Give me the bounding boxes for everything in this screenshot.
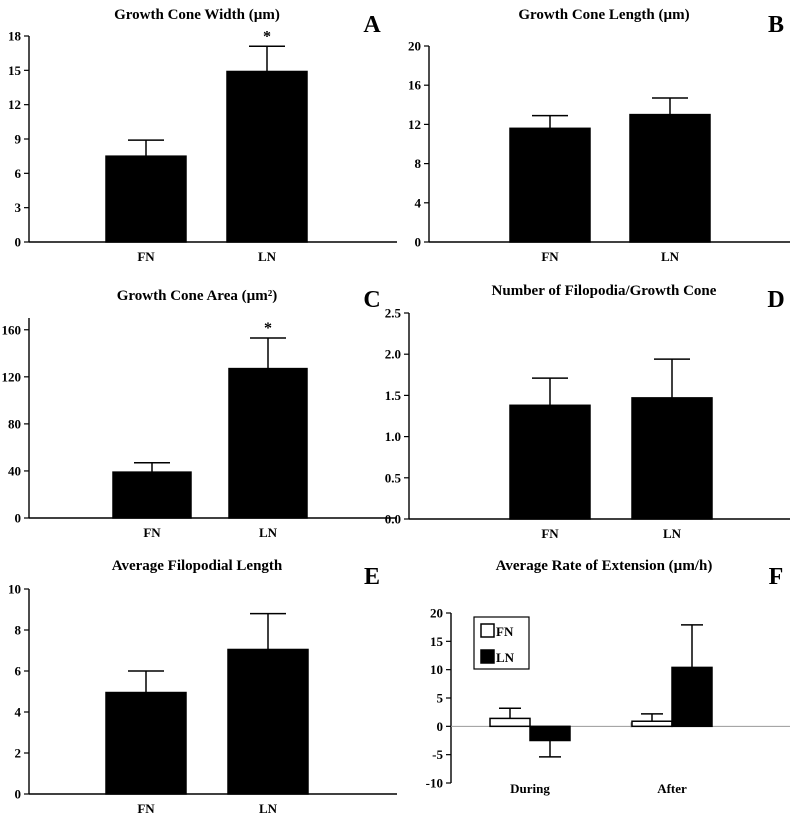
y-tick-label: 15 xyxy=(430,634,444,649)
panel-f: Average Rate of Extension (µm/h) F -10 -5 0 5… xyxy=(426,558,790,796)
x-category-label: FN xyxy=(137,801,155,816)
y-tick-label: 2.0 xyxy=(385,347,401,362)
panel-letter: D xyxy=(767,287,784,313)
x-category-label: FN xyxy=(143,525,161,540)
y-tick-label: 0 xyxy=(415,235,422,250)
y-tick-label: 2.5 xyxy=(385,306,402,321)
legend-swatch xyxy=(480,649,495,664)
legend-swatch xyxy=(480,623,495,638)
chart-title: Growth Cone Length (µm) xyxy=(518,7,689,23)
legend-label: LN xyxy=(496,650,515,665)
bar xyxy=(489,717,531,728)
bar xyxy=(629,113,711,243)
panel-b: Growth Cone Length (µm) B 0 4 8 12 16 20 FN LN xyxy=(408,7,790,264)
x-category-label: LN xyxy=(258,249,277,264)
y-tick-label: 20 xyxy=(408,39,421,54)
y-tick-label: 3 xyxy=(15,200,22,215)
chart-title: Average Filopodial Length xyxy=(112,558,283,574)
y-tick-label: 0.0 xyxy=(385,512,401,527)
y-tick-label: 10 xyxy=(430,662,443,677)
y-tick-label: -10 xyxy=(426,776,443,791)
chart-title: Growth Cone Width (µm) xyxy=(114,7,280,23)
bar xyxy=(509,127,591,243)
y-tick-label: 1.0 xyxy=(385,429,401,444)
x-category-label: FN xyxy=(137,249,155,264)
legend-label: FN xyxy=(496,624,514,639)
y-tick-label: 80 xyxy=(8,416,21,431)
y-tick-label: 5 xyxy=(437,691,444,706)
y-tick-label: 160 xyxy=(2,322,22,337)
significance-marker: * xyxy=(263,28,271,45)
chart-title: Average Rate of Extension (µm/h) xyxy=(496,558,713,574)
y-tick-label: 20 xyxy=(430,606,443,621)
bar xyxy=(631,397,713,520)
y-tick-label: 0 xyxy=(15,787,22,802)
y-tick-label: 8 xyxy=(415,156,422,171)
y-tick-label: 12 xyxy=(8,97,21,112)
y-tick-label: 1.5 xyxy=(385,388,402,403)
y-tick-label: 15 xyxy=(8,63,22,78)
y-tick-label: 8 xyxy=(15,623,22,638)
bar xyxy=(509,404,591,520)
y-tick-label: 9 xyxy=(15,132,22,147)
bar xyxy=(112,471,192,519)
y-tick-label: 40 xyxy=(8,463,21,478)
y-tick-label: 4 xyxy=(15,705,22,720)
panel-e: Average Filopodial Length E 0 2 4 6 8 10 FN LN xyxy=(8,558,397,816)
panel-letter: F xyxy=(769,564,784,590)
chart-title: Growth Cone Area (µm²) xyxy=(117,288,277,304)
bar xyxy=(105,691,187,795)
x-category-label: LN xyxy=(259,525,278,540)
panel-letter: E xyxy=(364,564,380,590)
bar xyxy=(529,725,571,742)
x-category-label: During xyxy=(510,781,550,796)
legend: FN LN xyxy=(473,616,530,670)
bar xyxy=(671,666,713,728)
y-tick-label: 0 xyxy=(15,235,22,250)
bar xyxy=(227,648,309,795)
x-category-label: FN xyxy=(541,249,559,264)
panel-a: Growth Cone Width (µm) A 0 3 6 9 12 15 18 FN * LN xyxy=(8,7,397,264)
y-tick-label: 6 xyxy=(15,664,22,679)
significance-marker: * xyxy=(264,320,272,337)
y-tick-label: 4 xyxy=(415,195,422,210)
bar xyxy=(226,70,308,243)
y-tick-label: 0 xyxy=(15,511,22,526)
x-category-label: LN xyxy=(661,249,680,264)
y-tick-label: -5 xyxy=(432,747,443,762)
bar xyxy=(105,155,187,243)
y-tick-label: 18 xyxy=(8,29,22,44)
y-tick-label: 0.5 xyxy=(385,470,402,485)
y-tick-label: 10 xyxy=(8,582,21,597)
y-tick-label: 120 xyxy=(2,369,22,384)
y-tick-label: 0 xyxy=(437,719,444,734)
x-category-label: After xyxy=(657,781,687,796)
bar xyxy=(228,367,308,519)
y-tick-label: 16 xyxy=(408,78,422,93)
x-category-label: FN xyxy=(541,526,559,541)
panel-letter: A xyxy=(363,12,381,38)
x-category-label: LN xyxy=(663,526,682,541)
y-tick-label: 6 xyxy=(15,166,22,181)
chart-title: Number of Filopodia/Growth Cone xyxy=(492,283,717,299)
y-tick-label: 12 xyxy=(408,117,421,132)
panel-letter: B xyxy=(768,12,784,38)
y-tick-label: 2 xyxy=(15,746,22,761)
panel-letter: C xyxy=(363,287,380,313)
panel-c: Growth Cone Area (µm²) C 0 40 80 120 160 FN * LN xyxy=(2,287,397,540)
bar xyxy=(631,720,673,728)
x-category-label: LN xyxy=(259,801,278,816)
panel-d: Number of Filopodia/Growth Cone D 0.0 0.5 1.… xyxy=(385,283,790,541)
